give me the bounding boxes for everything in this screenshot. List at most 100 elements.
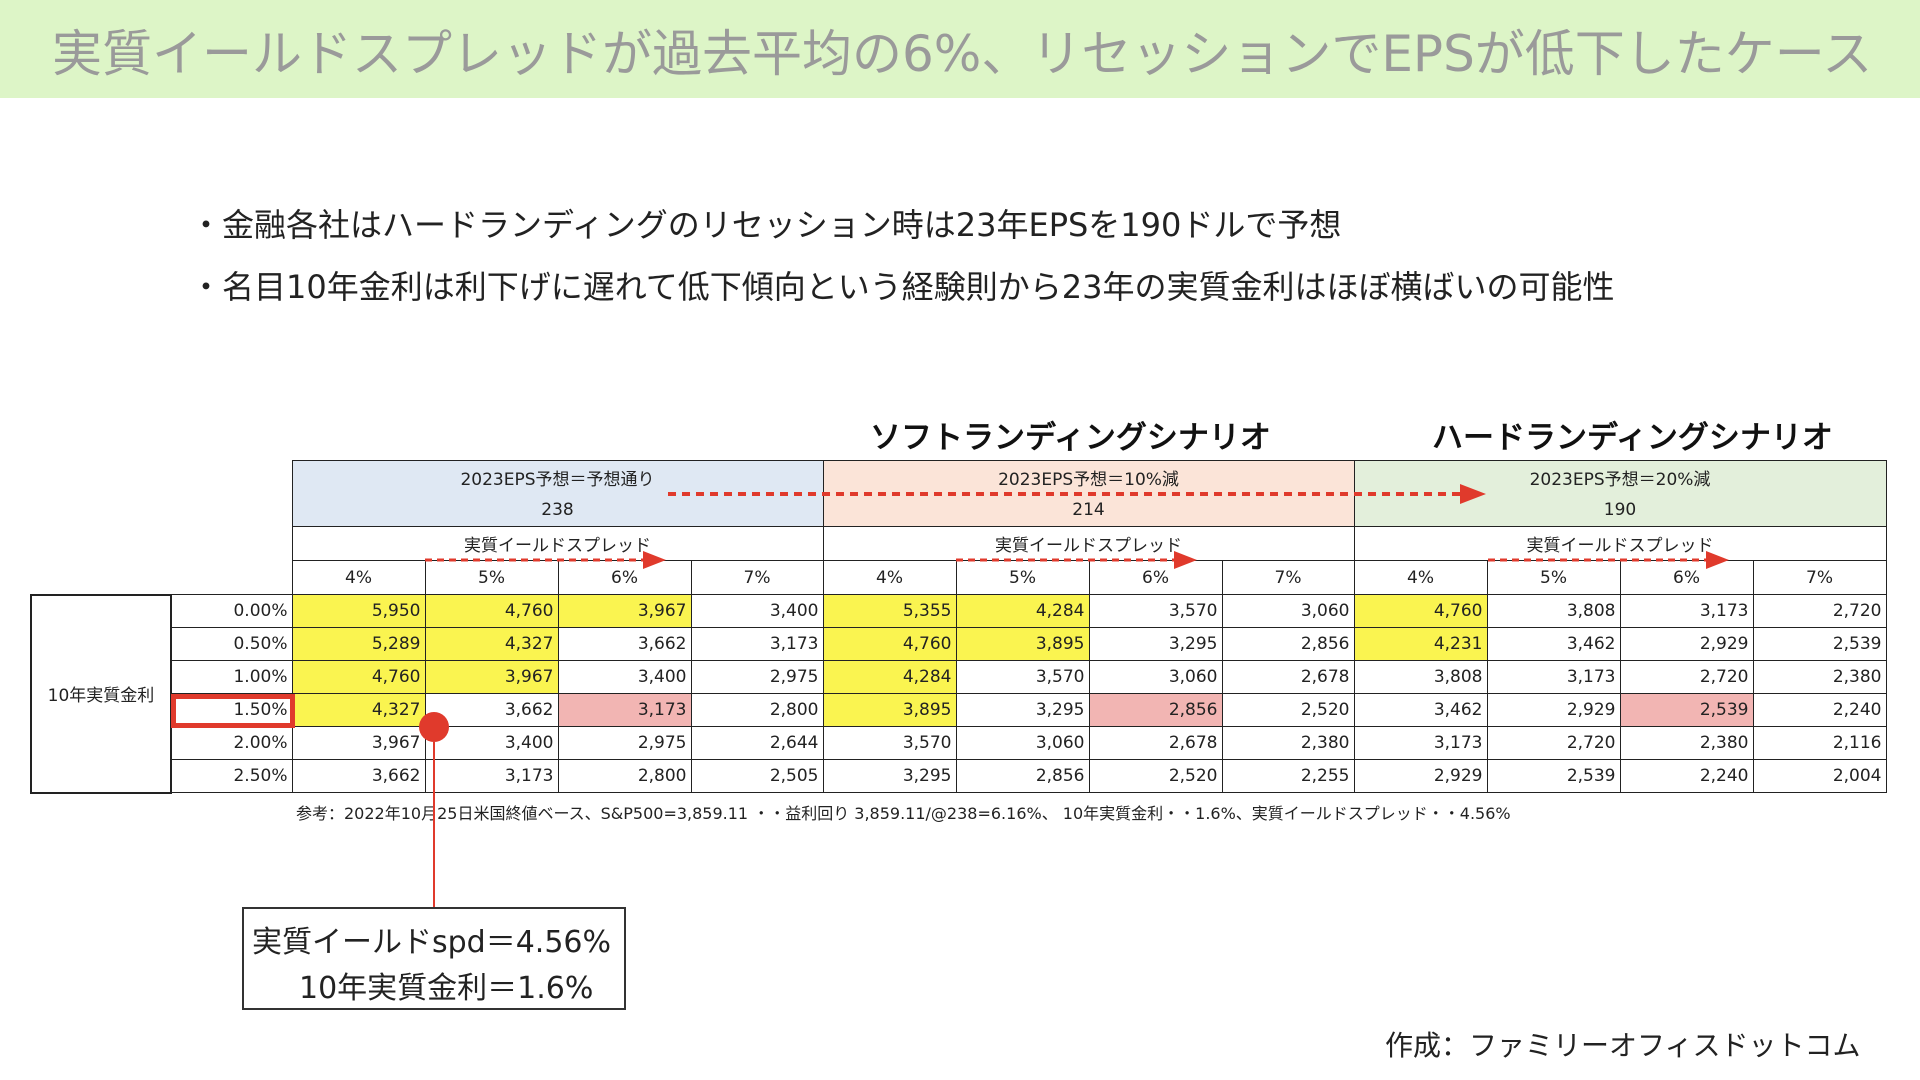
value-cell: 2,539 xyxy=(1486,759,1621,793)
spread-col-header: 7% xyxy=(690,560,824,595)
bullet-list: ・金融各社はハードランディングのリセッション時は23年EPSを190ドルで予想 … xyxy=(190,200,1614,324)
value-cell: 2,800 xyxy=(557,759,692,793)
value-cell: 3,462 xyxy=(1353,693,1488,727)
callout-line-rate: 10年実質金利＝1.6% xyxy=(299,971,594,1006)
value-cell: 3,570 xyxy=(1088,594,1223,628)
value-cell: 2,380 xyxy=(1619,726,1754,760)
value-cell: 2,975 xyxy=(690,660,824,694)
table-row: 2.50% 3,662 3,173 2,800 2,505 3,295 2,856 2,520… xyxy=(31,759,1887,793)
value-cell: 3,662 xyxy=(557,627,692,661)
value-cell: 5,289 xyxy=(291,627,426,661)
rate-cell: 2.00% xyxy=(170,726,293,760)
value-cell: 4,284 xyxy=(822,660,957,694)
value-cell: 3,295 xyxy=(822,759,957,793)
bullet-item: ・名目10年金利は利下げに遅れて低下傾向という経験則から23年の実質金利はほぼ横… xyxy=(190,268,1615,306)
value-cell: 5,950 xyxy=(291,594,426,628)
value-cell: 3,060 xyxy=(1088,660,1223,694)
value-cell: 2,004 xyxy=(1752,759,1887,793)
footnote: 参考：2022年10月25日米国終値ベース、S&P500=3,859.11 ・・… xyxy=(296,804,1511,823)
eps-arrow-head xyxy=(1460,484,1486,504)
value-cell: 2,505 xyxy=(690,759,824,793)
value-cell: 3,662 xyxy=(424,693,559,727)
eps-label-soft: 2023EPS予想＝10%減 xyxy=(822,460,1355,495)
value-cell: 3,967 xyxy=(557,594,692,628)
value-cell: 3,060 xyxy=(955,726,1090,760)
value-cell: 4,760 xyxy=(424,594,559,628)
current-position-marker xyxy=(419,712,449,742)
row-group-label: 10年実質金利 xyxy=(30,593,172,794)
value-cell: 3,808 xyxy=(1486,594,1621,628)
value-cell: 3,895 xyxy=(822,693,957,727)
value-cell: 2,800 xyxy=(690,693,824,727)
value-cell: 2,720 xyxy=(1486,726,1621,760)
spread-col-header: 4% xyxy=(1353,560,1488,595)
value-cell: 4,231 xyxy=(1353,627,1488,661)
rate-cell: 2.50% xyxy=(170,759,293,793)
spread-col-header: 7% xyxy=(1752,560,1887,595)
hard-landing-scenario-label: ハードランディングシナリオ xyxy=(1432,420,1833,456)
callout-connector-line xyxy=(433,742,435,907)
valuation-table: 2023EPS予想＝予想通り 2023EPS予想＝10%減 2023EPS予想＝… xyxy=(30,460,1887,794)
callout-box: 実質イールドspd＝4.56% 10年実質金利＝1.6% xyxy=(242,907,626,1010)
value-cell: 3,967 xyxy=(291,726,426,760)
value-cell: 3,173 xyxy=(690,627,824,661)
value-cell: 2,678 xyxy=(1221,660,1355,694)
spread-arrow-head xyxy=(1706,551,1729,569)
spread-col-header: 6% xyxy=(1088,560,1223,595)
value-cell: 3,295 xyxy=(1088,627,1223,661)
callout-line-spread: 実質イールドspd＝4.56% xyxy=(252,925,612,960)
value-cell: 5,355 xyxy=(822,594,957,628)
spread-arrow-head xyxy=(643,551,666,569)
value-cell: 3,570 xyxy=(955,660,1090,694)
value-cell: 2,240 xyxy=(1619,759,1754,793)
value-cell: 2,520 xyxy=(1221,693,1355,727)
eps-label-hard: 2023EPS予想＝20%減 xyxy=(1353,460,1887,495)
value-cell: 2,678 xyxy=(1088,726,1223,760)
title-banner: 実質イールドスプレッドが過去平均の6%、リセッションでEPSが低下したケース xyxy=(0,0,1920,98)
value-cell: 4,760 xyxy=(291,660,426,694)
value-cell: 4,760 xyxy=(822,627,957,661)
spread-arrow-head xyxy=(1174,551,1197,569)
value-cell: 3,662 xyxy=(291,759,426,793)
current-rate-highlight-box xyxy=(171,694,295,728)
table-row: 0.50% 5,289 4,327 3,662 3,173 4,760 3,895 3,295… xyxy=(31,627,1887,661)
rate-cell: 0.50% xyxy=(170,627,293,661)
eps-label-base: 2023EPS予想＝予想通り xyxy=(291,460,824,495)
table-row: 1.00% 4,760 3,967 3,400 2,975 4,284 3,570 3,060… xyxy=(31,660,1887,694)
value-cell: 2,929 xyxy=(1619,627,1754,661)
bullet-item: ・金融各社はハードランディングのリセッション時は23年EPSを190ドルで予想 xyxy=(190,206,1342,244)
value-cell: 2,255 xyxy=(1221,759,1355,793)
value-cell: 2,929 xyxy=(1353,759,1488,793)
spread-col-header: 7% xyxy=(1221,560,1355,595)
value-cell: 2,975 xyxy=(557,726,692,760)
page-title: 実質イールドスプレッドが過去平均の6%、リセッションでEPSが低下したケース xyxy=(52,25,1873,83)
value-cell: 3,173 xyxy=(557,693,692,727)
value-cell: 2,520 xyxy=(1088,759,1223,793)
value-cell: 2,856 xyxy=(955,759,1090,793)
eps-value-soft: 214 xyxy=(822,494,1355,527)
soft-landing-scenario-label: ソフトランディングシナリオ xyxy=(870,420,1271,456)
value-cell: 4,284 xyxy=(955,594,1090,628)
value-cell: 3,173 xyxy=(1619,594,1754,628)
value-cell: 3,173 xyxy=(1486,660,1621,694)
spread-col-header: 4% xyxy=(822,560,957,595)
value-cell: 3,295 xyxy=(955,693,1090,727)
table-row: 1.50% 4,327 3,662 3,173 2,800 3,895 3,295 2,856… xyxy=(31,693,1887,727)
spread-header-base: 実質イールドスプレッド xyxy=(291,526,824,561)
value-cell: 2,240 xyxy=(1752,693,1887,727)
value-cell: 3,173 xyxy=(424,759,559,793)
value-cell: 4,760 xyxy=(1353,594,1488,628)
value-cell: 3,060 xyxy=(1221,594,1355,628)
credit-text: 作成：ファミリーオフィスドットコム xyxy=(1385,1029,1861,1062)
value-cell: 2,380 xyxy=(1221,726,1355,760)
value-cell: 2,539 xyxy=(1619,693,1754,727)
value-cell: 2,856 xyxy=(1088,693,1223,727)
value-cell: 3,967 xyxy=(424,660,559,694)
rate-cell: 0.00% xyxy=(170,594,293,628)
spread-col-header: 6% xyxy=(557,560,692,595)
value-cell: 2,644 xyxy=(690,726,824,760)
eps-value-base: 238 xyxy=(291,494,824,527)
value-cell: 3,808 xyxy=(1353,660,1488,694)
value-cell: 3,400 xyxy=(557,660,692,694)
